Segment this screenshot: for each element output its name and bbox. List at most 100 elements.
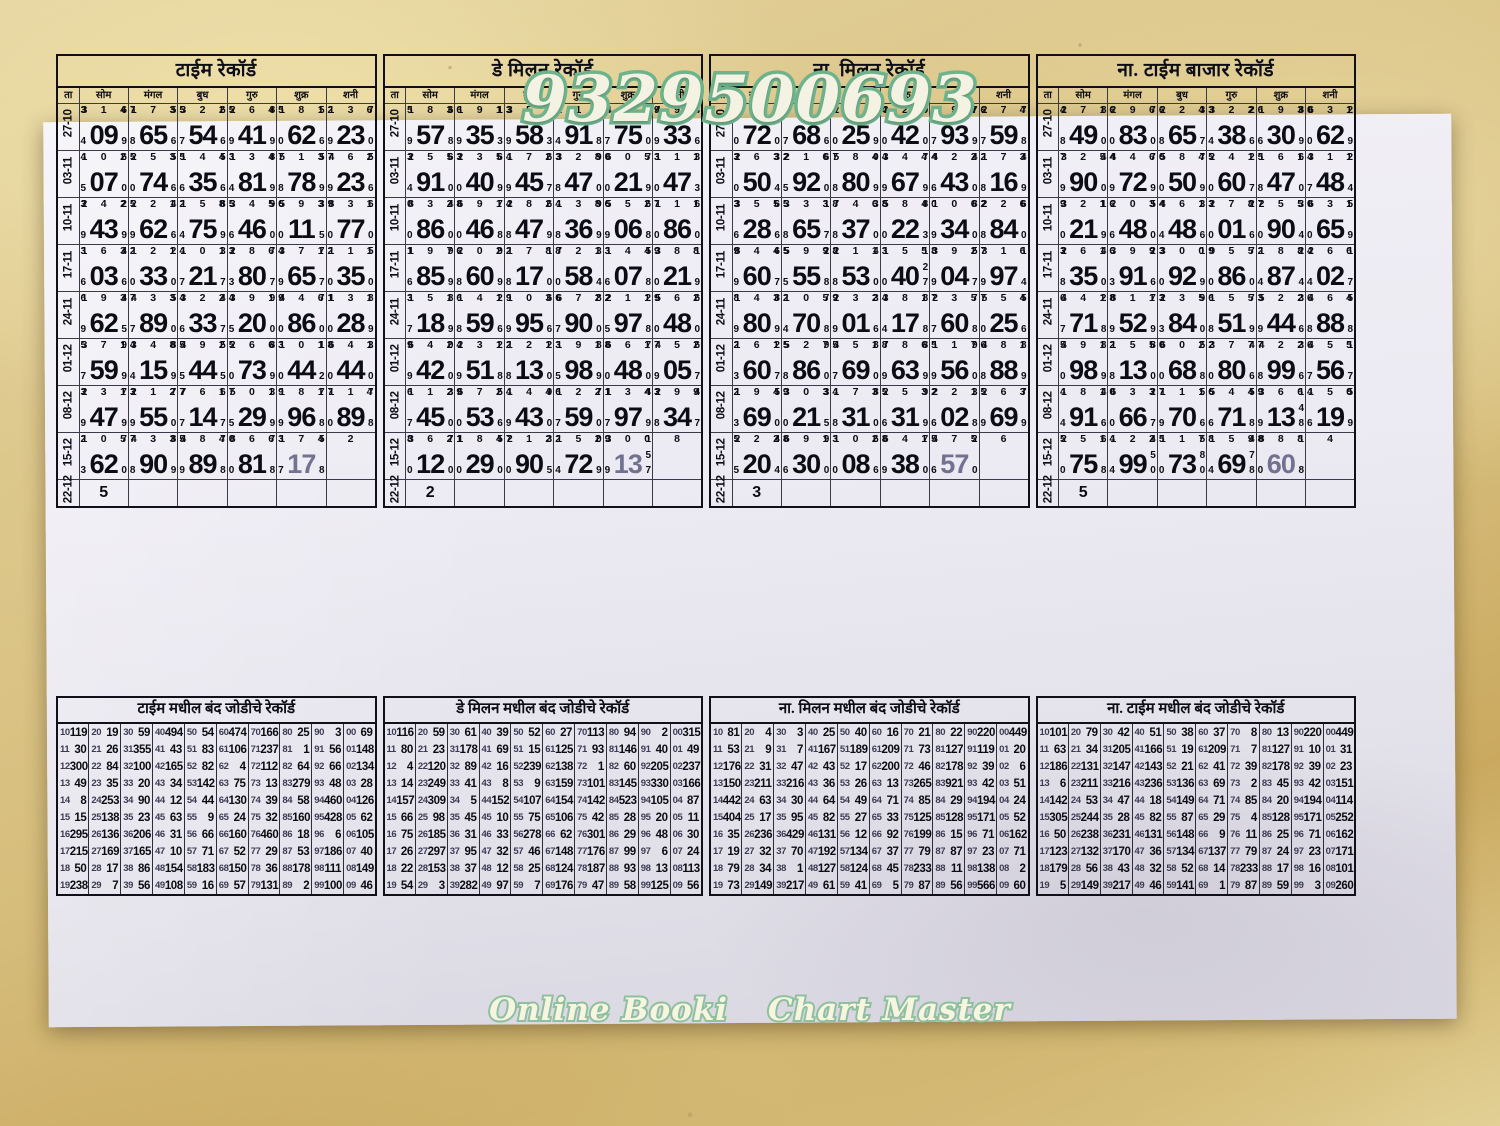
result-cell: 8 9 38 7 0 6 4 1 bbox=[879, 432, 931, 480]
jodi-row: 13 6 23 211 33 216 43 236 53 136 63 69 73 2 83 45 93 42 03… bbox=[1037, 775, 1355, 792]
jodi-count-cell: 69 57 bbox=[215, 877, 249, 895]
jodi-count-cell: 53 136 bbox=[1163, 775, 1196, 792]
jodi-count-cell: 40 39 bbox=[478, 723, 511, 741]
table-row: 10-11 0 0 86 4 0 8 3 2 8 0 46 7 8 6 9 1 4 8 47 6 9 2 8 2 4 8 36 9 9 1 3… bbox=[383, 197, 703, 245]
jodi-count-cell: 71 73 bbox=[900, 741, 933, 758]
jodi-value: 89 bbox=[336, 402, 365, 433]
result-cell: 5 9 89 7 8 4 8 4 bbox=[177, 432, 228, 480]
jodi-count-cell: 80 94 bbox=[605, 723, 639, 741]
result-cell: 3 4 91 6 0 2 5 5 bbox=[404, 150, 456, 198]
jodi-count-cell: 84 29 bbox=[932, 792, 965, 809]
jodi-count-cell: 90 2 bbox=[637, 723, 671, 741]
jodi-count-cell: 37 70 bbox=[773, 843, 806, 860]
jodi-count-cell: 33 20 bbox=[120, 775, 153, 792]
result-cell: 4 6 43 4 0 4 2 2 bbox=[929, 150, 980, 198]
jodi-value: 93 bbox=[940, 120, 969, 151]
jodi-value: 28 bbox=[742, 214, 772, 245]
jodi-value: 68 bbox=[1167, 355, 1197, 386]
jodi-count-cell: 23 249 bbox=[414, 775, 448, 792]
jodi-value: 91 bbox=[1118, 261, 1148, 292]
jodi-row: 15 305 25 244 35 28 45 82 55 87 65 29 75 4 85 128 95 171 0… bbox=[1037, 809, 1355, 826]
jodi-count-cell: 96 71 bbox=[964, 826, 997, 843]
jodi-value: 03 bbox=[89, 261, 119, 292]
result-cell: 4 9 65 7 7 3 7 1 bbox=[276, 244, 327, 292]
result-cell: 5 8 47 6 0 1 6 1 bbox=[1255, 150, 1307, 198]
jodi-count-cell: 55 87 bbox=[1163, 809, 1196, 826]
jodi-count-cell: 66 9 bbox=[1195, 826, 1228, 843]
jodi-value: 62 bbox=[287, 120, 316, 151]
result-cell: 9 9 13 1 4 8 3 6 6 bbox=[1255, 385, 1307, 433]
jodi-count-cell: 74 142 bbox=[574, 792, 607, 809]
result-cell: 3 0 08 6 6 1 0 2 bbox=[830, 432, 881, 480]
jodi-row: 18 22 28 153 38 37 48 12 58 25 68 124 78 187 88 93 98 13 0… bbox=[384, 860, 702, 877]
jodi-count-cell: 50 54 bbox=[183, 723, 217, 741]
jodi-value: 37 bbox=[841, 214, 870, 245]
jodi-count-cell: 42 43 bbox=[805, 758, 838, 775]
jodi-value: 80 bbox=[742, 308, 772, 339]
result-cell: 5 6 46 9 0 3 4 5 bbox=[226, 197, 278, 245]
result-cell: 5 0 60 2 7 2 4 1 bbox=[1206, 150, 1257, 198]
jodi-value: 51 bbox=[1217, 308, 1246, 339]
date-cell: 22-12 bbox=[709, 475, 733, 508]
jodi-count-cell: 93 42 bbox=[964, 775, 997, 792]
record-table: ता सोम मंगल बुध गुरु शुक्र शनी 27-10 5 9 57 6 8 1 8 3 6 9… bbox=[382, 86, 703, 508]
jodi-value: 86 bbox=[1217, 261, 1246, 292]
result-cell: 5 5 44 5 5 4 9 2 bbox=[177, 338, 228, 386]
jodi-count-cell: 08 2 bbox=[996, 860, 1029, 877]
result-cell: 8 9 80 8 9 1 4 3 bbox=[731, 291, 782, 339]
jodi-count-cell: 80 22 bbox=[932, 723, 965, 741]
jodi-count-cell: 25 244 bbox=[1067, 809, 1101, 826]
jodi-count-cell: 10 116 bbox=[386, 726, 415, 739]
jodi-count-cell: 03 166 bbox=[669, 775, 702, 792]
result-cell: 7 0 89 7 8 1 1 4 bbox=[325, 385, 377, 433]
result-cell: 5 0 73 5 8 0 1 1 7 bbox=[1156, 432, 1208, 480]
result-cell: 3 9 43 2 9 2 4 2 bbox=[78, 197, 129, 245]
result-cell: 9 9 33 4 6 4 9 3 bbox=[652, 103, 703, 151]
jodi-value: 09 bbox=[89, 120, 119, 151]
table-row: 24-11 3 7 18 8 9 1 5 1 6 8 59 2 6 1 4 1 9 9 95 6 6 1 0 3 6 7 90 8 0 6 7… bbox=[383, 291, 703, 339]
date-cell: 10-11 bbox=[383, 197, 406, 245]
jodi-value: 53 bbox=[465, 402, 495, 433]
result-cell: 8 0 48 7 0 6 6 1 bbox=[602, 338, 654, 386]
jodi-count-cell: 95 171 bbox=[1290, 809, 1324, 826]
jodi-value: 19 bbox=[1315, 402, 1345, 433]
jodi-count-cell: 39 217 bbox=[773, 877, 806, 895]
jodi-count-cell: 02 6 bbox=[996, 758, 1029, 775]
jodi-count-cell: 04 126 bbox=[343, 792, 376, 809]
jodi-count-cell: 52 17 bbox=[836, 758, 870, 775]
jodi-value: 17 bbox=[890, 308, 920, 339]
jodi-count-cell: 70 21 bbox=[900, 723, 933, 741]
jodi-count-cell: 76 199 bbox=[900, 826, 933, 843]
jodi-count-cell: 98 138 bbox=[964, 860, 997, 877]
jodi-count-cell: 70 166 bbox=[247, 723, 280, 741]
jodi-count-cell: 47 36 bbox=[1131, 843, 1164, 860]
jodi-count-cell: 57 134 bbox=[836, 843, 870, 860]
